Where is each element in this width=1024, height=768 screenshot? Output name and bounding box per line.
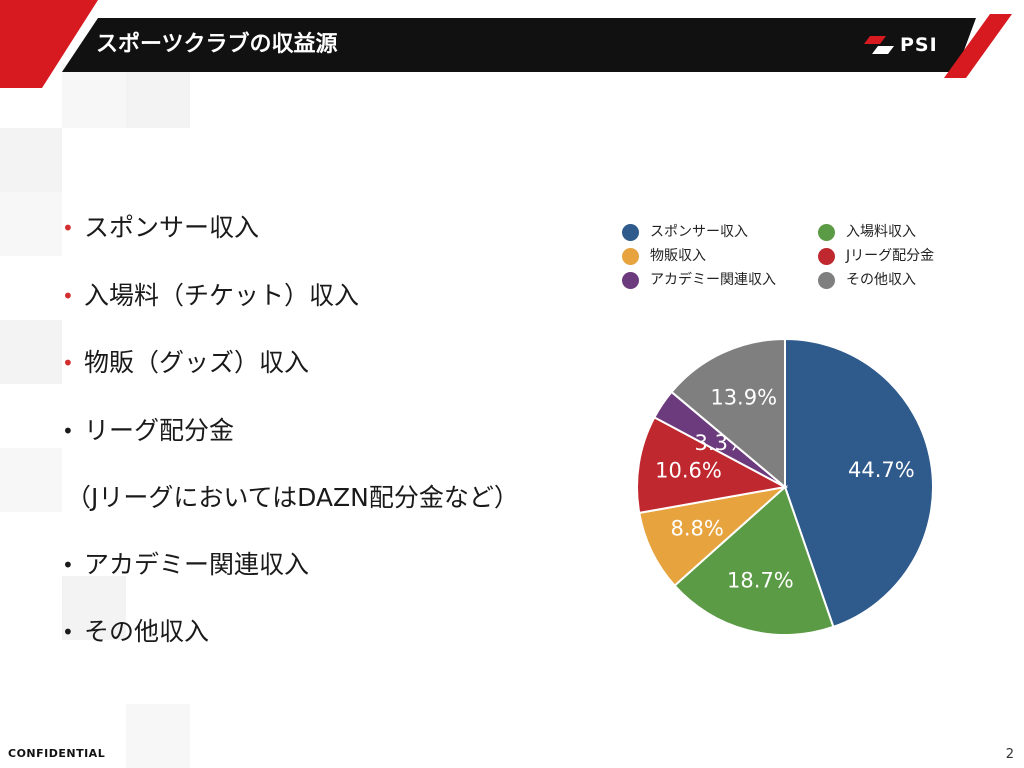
background-tile	[62, 64, 126, 128]
background-tile	[0, 128, 62, 192]
bullet-dot: •	[62, 419, 74, 443]
bullet-dot: •	[62, 351, 74, 375]
legend-label: 入場料収入	[846, 224, 916, 240]
background-tile	[0, 448, 62, 512]
bullet-text: 物販（グッズ）収入	[84, 348, 310, 377]
pie-slice-label: 10.6%	[655, 459, 722, 483]
bullet-dot: •	[62, 284, 74, 308]
bullet-note-suffix: DAZN配分金など）	[297, 483, 519, 512]
legend-label: Jリーグ配分金	[846, 248, 935, 264]
bullet-dot: •	[62, 620, 74, 644]
psi-logo-icon	[864, 36, 894, 54]
pie-slice-label: 8.8%	[670, 517, 723, 541]
legend-label: 物販収入	[650, 248, 706, 264]
bullet-text: スポンサー収入	[84, 213, 260, 242]
bullet-text: その他収入	[84, 617, 210, 646]
legend-swatch	[818, 224, 835, 241]
page-title: スポーツクラブの収益源	[96, 32, 338, 57]
bullet-item: • スポンサー収入	[62, 211, 259, 245]
bullet-text: 入場料（チケット）収入	[84, 281, 360, 310]
pie-slice-label: 44.7%	[848, 458, 915, 482]
legend-label: スポンサー収入	[650, 224, 748, 240]
header-graphic	[0, 0, 1012, 88]
pie-chart: 44.7%18.7%8.8%10.6%3.3%13.9%	[636, 337, 934, 636]
bullet-dot: •	[62, 553, 74, 577]
legend-swatch	[622, 224, 639, 241]
pie-slice	[636, 415, 789, 515]
pie-slice-label: 13.9%	[710, 385, 777, 409]
background-tile	[0, 320, 62, 384]
bullet-dot: •	[62, 216, 74, 240]
psi-logo: PSI	[864, 30, 944, 60]
bullet-item: • 物販（グッズ）収入	[62, 346, 309, 380]
legend-swatch	[622, 248, 639, 265]
legend-swatch	[818, 272, 835, 289]
header-black-bar	[62, 18, 976, 72]
page-number: 2	[1005, 747, 1014, 762]
bullet-item: • リーグ配分金	[62, 414, 234, 448]
legend-label: アカデミー関連収入	[650, 272, 776, 288]
bullet-item: • 入場料（チケット）収入	[62, 279, 359, 313]
pie-slice	[784, 337, 934, 629]
legend-swatch	[818, 248, 835, 265]
logo-text: PSI	[900, 34, 938, 56]
header-red-right-stripe	[944, 14, 1012, 78]
background-tile	[126, 64, 190, 128]
bullet-text: アカデミー関連収入	[84, 550, 310, 579]
bullet-text: リーグ配分金	[84, 416, 235, 445]
header-bar: スポーツクラブの収益源 PSI	[0, 0, 1024, 90]
pie-slice	[670, 337, 786, 490]
background-tile	[0, 192, 62, 256]
background-tile	[62, 576, 126, 640]
header-red-left-stripe	[0, 0, 98, 88]
background-tile	[126, 704, 190, 768]
bullet-item: • その他収入	[62, 615, 209, 649]
pie-slice-label: 18.7%	[727, 569, 794, 593]
legend-swatch	[622, 272, 639, 289]
bullet-note-text: （Jリーグにおいては	[66, 483, 298, 512]
bullet-item: • アカデミー関連収入	[62, 548, 309, 582]
bullet-note: （JリーグにおいてはDAZN配分金など）	[66, 481, 519, 515]
pie-slice	[638, 485, 789, 587]
confidential-label: CONFIDENTIAL	[8, 747, 106, 760]
chart-legend: スポンサー収入 入場料収入 物販収入 Jリーグ配分金 アカデミー関連収入 その他…	[620, 220, 980, 295]
pie-slice	[673, 485, 835, 636]
legend-label: その他収入	[846, 272, 916, 288]
